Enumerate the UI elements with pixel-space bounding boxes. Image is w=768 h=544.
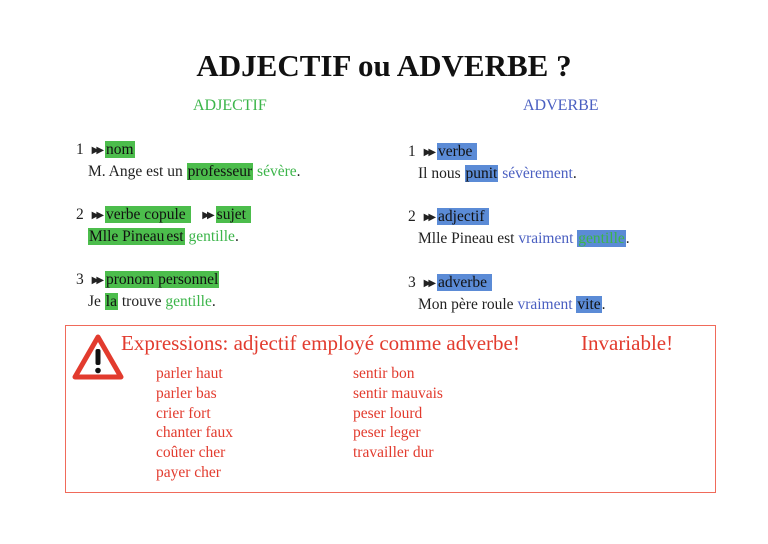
highlighted-word: professeur [186,163,254,180]
text: 1 [76,141,88,158]
expressions-list-2: sentir bon sentir mauvais peser lourd peser… [353,364,443,463]
highlighted-word: adverbe [437,274,492,291]
highlighted-word: est [165,228,185,245]
text: . [211,293,216,310]
adjectif-word: gentille [165,293,212,310]
text: M. Ange est un [88,163,187,180]
adjectif-item-label: 3 ▶▶ pronom personnel [76,270,220,292]
adjectif-word: gentille [188,228,235,245]
text: trouve [117,293,166,310]
adverbe-item-label: 1 ▶▶ verbe [408,142,478,164]
adverbe-word: vraiment [517,296,573,313]
adverbe-example-sentence: Mlle Pineau est vraiment gentille. [418,229,630,249]
text: 1 [408,143,420,160]
expression-item: peser lourd [353,404,423,422]
highlighted-word: Mlle Pineau [88,228,166,245]
expressions-box [65,325,716,493]
expressions-heading: Expressions: adjectif employé comme adve… [121,331,520,355]
adverbe-example-sentence: Mon père roule vraiment vite. [418,295,606,315]
adjectif-item-label: 2 ▶▶ verbe copule ▶▶ sujet [76,205,251,227]
highlighted-word: la [104,293,118,310]
double-arrow-icon: ▶▶ [91,210,105,221]
text: 2 [408,208,420,225]
double-arrow-icon: ▶▶ [91,145,105,156]
highlighted-word: nom [105,141,135,158]
adjectif-word: sévère [257,163,297,180]
adverbe-heading: ADVERBE [523,97,599,114]
expression-item: parler haut [156,365,223,382]
highlighted-word: adjectif [437,208,490,225]
adverbe-word: vraiment [518,230,574,247]
highlighted-word: punit [464,165,499,182]
text: . [234,228,239,245]
text: . [296,163,301,180]
highlighted-word: verbe copule [105,206,191,223]
highlighted-word: sujet [215,206,251,223]
expression-item: parler bas [156,384,217,402]
warning-triangle-icon [72,334,124,380]
expression-item: coûter cher [156,444,226,462]
adjectif-example-sentence: M. Ange est un professeur sévère. [88,162,301,182]
text: . [625,230,630,247]
highlighted-word: verbe [437,143,478,160]
page-title: ADJECTIF ou ADVERBE ? [196,48,572,83]
text: Mlle Pineau est [418,230,519,247]
double-arrow-icon: ▶▶ [91,275,105,286]
expression-item: sentir bon [353,365,415,382]
text: Je [88,293,105,310]
text: Mon père roule [418,296,518,313]
expression-item: sentir mauvais [353,384,443,402]
double-arrow-icon: ▶▶ [423,147,437,158]
adverbe-item-label: 3 ▶▶ adverbe [408,273,492,295]
double-arrow-icon: ▶▶ [423,212,437,223]
adverbe-example-sentence: Il nous punit sévèrement. [418,164,577,184]
expression-item: payer cher [156,463,221,481]
adverbe-item-label: 2 ▶▶ adjectif [408,207,490,229]
highlighted-word: vite [576,296,602,313]
adjectif-item-label: 1 ▶▶ nom [76,140,135,162]
double-arrow-icon: ▶▶ [202,210,215,221]
highlighted-word: pronom personnel [105,271,220,288]
text: 3 [76,271,88,288]
text: . [572,165,577,182]
adjectif-example-sentence: Mlle Pineau est gentille. [88,227,239,247]
adverbe-word: sévèrement [502,165,573,182]
expression-item: peser leger [353,424,421,442]
invariable-note: Invariable! [581,331,674,355]
adjectif-example-sentence: Je la trouve gentille. [88,292,216,312]
adjectif-heading: ADJECTIF [193,97,267,114]
expressions-list-1: parler haut parler bas crier fort chanter f… [156,364,233,483]
expression-item: crier fort [156,404,211,422]
text: Il nous [418,165,465,182]
expression-item: travailler dur [353,444,434,462]
text [191,206,199,223]
text: 2 [76,206,88,223]
text: 3 [408,274,420,291]
expression-item: chanter faux [156,424,234,442]
double-arrow-icon: ▶▶ [423,278,437,289]
text: . [601,296,606,313]
highlighted-word: gentille [577,230,626,247]
